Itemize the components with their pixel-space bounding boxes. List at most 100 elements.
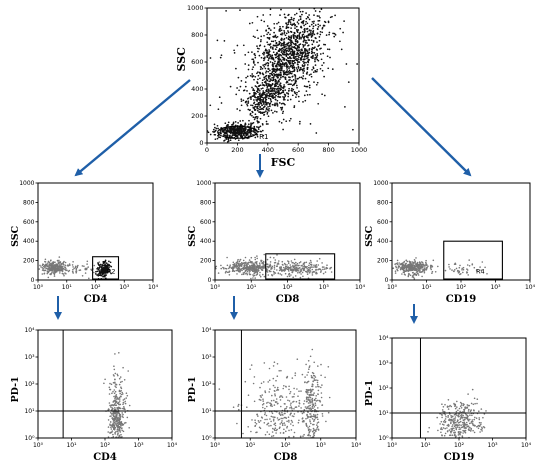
data-point	[308, 368, 310, 371]
data-point	[51, 263, 53, 266]
data-point	[308, 18, 311, 21]
data-point	[280, 37, 283, 40]
data-point	[244, 85, 247, 88]
x-tick-label: 1000	[351, 146, 368, 154]
data-point	[116, 430, 118, 433]
data-point	[280, 8, 282, 11]
data-point	[225, 138, 228, 140]
data-point	[323, 43, 325, 46]
data-point	[305, 266, 307, 269]
data-point	[304, 58, 306, 60]
data-point	[311, 401, 314, 403]
data-point	[280, 39, 283, 41]
data-point	[269, 263, 272, 266]
data-point	[108, 386, 111, 389]
data-point	[256, 29, 259, 32]
data-point	[265, 70, 268, 73]
data-point	[273, 273, 275, 275]
data-point	[314, 376, 317, 378]
data-point	[249, 96, 252, 98]
data-point	[293, 413, 296, 415]
data-point	[259, 395, 262, 397]
data-point	[58, 259, 60, 262]
data-point	[288, 44, 290, 47]
data-point	[480, 408, 483, 410]
data-point	[310, 23, 313, 26]
x-tick-label: 600	[292, 146, 304, 154]
data-point	[264, 412, 267, 414]
data-point	[473, 409, 475, 411]
data-point	[309, 394, 312, 396]
data-point	[273, 89, 275, 91]
data-point	[225, 132, 227, 135]
data-point	[262, 273, 264, 276]
data-point	[468, 408, 470, 411]
data-point	[38, 268, 41, 270]
data-point	[326, 55, 329, 58]
data-point	[397, 267, 399, 269]
data-point	[248, 273, 251, 276]
data-point	[118, 383, 121, 386]
data-point	[122, 430, 125, 433]
data-point	[219, 131, 222, 134]
data-point	[239, 128, 242, 131]
data-point	[260, 98, 263, 101]
data-point	[282, 431, 285, 434]
data-point	[271, 89, 273, 92]
data-point	[325, 34, 328, 36]
data-point	[423, 267, 426, 269]
data-point	[267, 64, 270, 67]
data-point	[266, 25, 269, 27]
data-point	[288, 429, 290, 432]
data-point	[276, 105, 279, 107]
data-point	[255, 274, 258, 276]
data-point	[60, 269, 62, 272]
data-point	[307, 80, 310, 83]
data-point	[276, 81, 278, 84]
data-point	[251, 95, 254, 97]
data-point	[283, 13, 286, 16]
data-point	[264, 99, 267, 101]
data-point	[280, 108, 283, 111]
data-point	[256, 269, 259, 271]
data-point	[231, 134, 234, 137]
data-point	[228, 274, 231, 276]
data-point	[463, 408, 465, 411]
data-point	[309, 271, 311, 274]
data-point	[298, 390, 300, 393]
data-point	[466, 268, 468, 270]
data-point	[286, 24, 288, 26]
data-point	[256, 126, 258, 128]
data-point	[218, 388, 221, 390]
data-point	[300, 407, 302, 409]
data-point	[320, 396, 323, 399]
data-point	[45, 263, 47, 266]
data-point	[56, 270, 58, 272]
data-point	[275, 90, 277, 92]
data-point	[318, 257, 321, 260]
data-point	[105, 262, 108, 264]
data-point	[268, 425, 270, 427]
data-point	[304, 381, 306, 384]
data-point	[297, 52, 300, 55]
data-point	[254, 103, 257, 106]
data-point	[291, 41, 294, 44]
data-point	[450, 422, 452, 425]
data-point	[392, 267, 395, 270]
data-point	[277, 389, 280, 391]
data-point	[267, 274, 270, 276]
data-point	[297, 67, 300, 69]
data-point	[240, 98, 243, 101]
data-point	[276, 103, 279, 106]
data-point	[322, 62, 325, 64]
data-point	[278, 65, 281, 67]
data-point	[413, 263, 415, 265]
data-point	[290, 27, 292, 29]
data-point	[287, 90, 290, 92]
data-point	[452, 424, 454, 426]
data-point	[237, 129, 240, 131]
data-point	[123, 406, 125, 408]
data-point	[270, 268, 272, 270]
data-point	[308, 84, 311, 87]
data-point	[457, 431, 460, 433]
